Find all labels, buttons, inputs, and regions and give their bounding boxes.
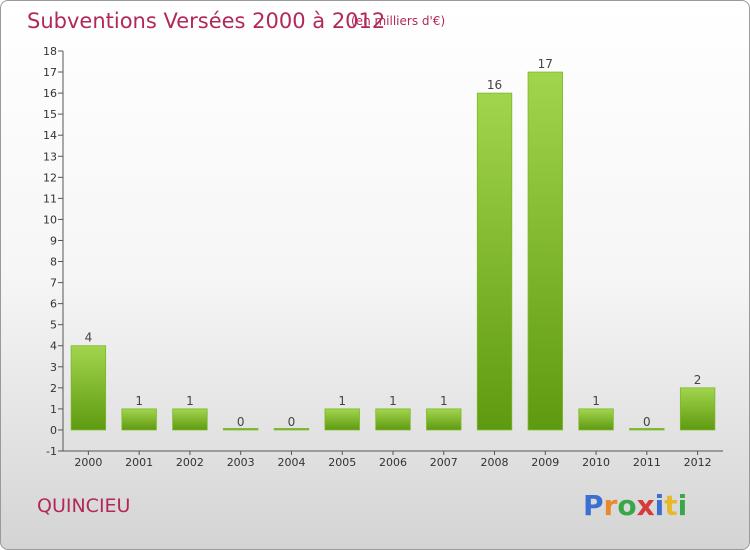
y-tick-label: 16 xyxy=(43,87,57,100)
bar-value-label: 0 xyxy=(237,415,245,429)
chart-title: Subventions Versées 2000 à 2012 xyxy=(27,9,386,33)
y-tick-label: 9 xyxy=(50,234,57,247)
bar-value-label: 1 xyxy=(440,394,448,408)
bar-value-label: 0 xyxy=(288,415,296,429)
logo-letter: x xyxy=(636,489,655,522)
bar xyxy=(629,428,665,431)
logo-letter: i xyxy=(677,489,688,522)
x-tick-label: 2003 xyxy=(227,456,255,469)
y-tick-label: 8 xyxy=(50,256,57,269)
bar-value-label: 1 xyxy=(592,394,600,408)
y-tick-label: 3 xyxy=(50,361,57,374)
x-tick-label: 2004 xyxy=(277,456,305,469)
logo-letter: o xyxy=(617,489,637,522)
bar-value-label: 1 xyxy=(338,394,346,408)
logo-letter: r xyxy=(603,489,618,522)
bar-value-label: 0 xyxy=(643,415,651,429)
y-tick-label: 12 xyxy=(43,171,57,184)
y-tick-label: -1 xyxy=(46,445,57,458)
y-tick-label: 2 xyxy=(50,382,57,395)
logo-letter: t xyxy=(664,489,678,522)
bar xyxy=(121,408,157,431)
y-tick-label: 18 xyxy=(43,45,57,58)
x-tick-label: 2011 xyxy=(633,456,661,469)
logo-letter: i xyxy=(654,489,665,522)
x-tick-label: 2005 xyxy=(328,456,356,469)
chart-subtitle: (en milliers d'€) xyxy=(351,14,446,28)
bar-value-label: 16 xyxy=(487,78,502,92)
x-tick-label: 2009 xyxy=(531,456,559,469)
x-tick-label: 2001 xyxy=(125,456,153,469)
bar xyxy=(324,408,360,431)
bar-value-label: 4 xyxy=(85,331,93,345)
x-tick-label: 2010 xyxy=(582,456,610,469)
bar-value-label: 1 xyxy=(186,394,194,408)
bar xyxy=(172,408,208,431)
bar xyxy=(426,408,462,431)
y-tick-label: 7 xyxy=(50,277,57,290)
y-tick-label: 1 xyxy=(50,403,57,416)
bar-value-label: 17 xyxy=(538,57,553,71)
y-tick-label: 17 xyxy=(43,66,57,79)
x-tick-label: 2006 xyxy=(379,456,407,469)
x-tick-label: 2008 xyxy=(481,456,509,469)
y-tick-label: 4 xyxy=(50,340,57,353)
logo-letter: P xyxy=(583,489,604,522)
y-tick-label: 5 xyxy=(50,319,57,332)
bar xyxy=(273,428,310,431)
y-tick-label: 0 xyxy=(50,424,57,437)
x-tick-label: 2007 xyxy=(430,456,458,469)
bar-value-label: 1 xyxy=(135,394,143,408)
bar xyxy=(223,428,259,431)
x-tick-label: 2012 xyxy=(684,456,712,469)
bar-value-label: 2 xyxy=(694,373,702,387)
x-tick-label: 2002 xyxy=(176,456,204,469)
bar xyxy=(375,408,411,431)
commune-name: QUINCIEU xyxy=(37,495,131,517)
bar xyxy=(679,387,716,431)
bar-value-label: 1 xyxy=(389,394,397,408)
bar xyxy=(70,345,107,431)
bar xyxy=(527,71,563,431)
proxiti-logo: Proxiti xyxy=(583,489,687,522)
y-tick-label: 15 xyxy=(43,108,57,121)
x-tick-label: 2000 xyxy=(74,456,102,469)
y-tick-label: 14 xyxy=(43,129,57,142)
bar xyxy=(578,408,614,431)
y-tick-label: 10 xyxy=(43,213,57,226)
y-tick-label: 13 xyxy=(43,150,57,163)
y-tick-label: 11 xyxy=(43,192,57,205)
y-tick-label: 6 xyxy=(50,298,57,311)
bar xyxy=(476,92,513,431)
